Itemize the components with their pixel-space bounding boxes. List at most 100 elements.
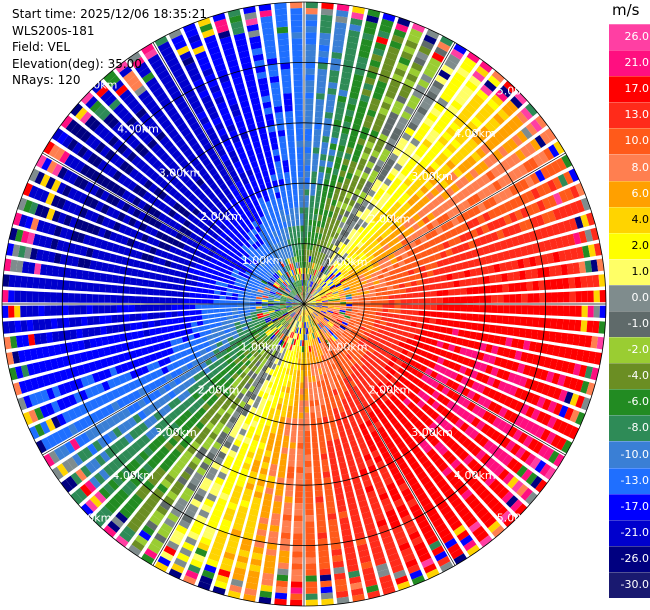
gate-cell — [443, 422, 454, 433]
gate-cell — [347, 279, 354, 285]
gate-cell — [40, 389, 50, 402]
gate-cell — [45, 418, 56, 432]
gate-cell — [189, 298, 196, 304]
gate-cell — [441, 434, 452, 445]
gate-cell — [262, 311, 269, 315]
gate-cell — [508, 249, 517, 259]
gate-cell — [316, 277, 321, 284]
gate-cell — [249, 470, 258, 479]
gate-cell — [457, 89, 470, 102]
gate-cell — [269, 388, 276, 396]
gate-cell — [593, 243, 602, 256]
gate-cell — [458, 365, 468, 375]
gate-cell — [304, 171, 311, 178]
gate-cell — [190, 440, 201, 450]
gate-cell — [460, 313, 467, 321]
gate-cell — [457, 271, 465, 279]
gate-cell — [508, 385, 518, 397]
gate-cell — [377, 353, 385, 361]
gate-cell — [28, 393, 39, 407]
gate-cell — [153, 281, 161, 288]
gate-cell — [173, 480, 185, 491]
gate-cell — [524, 328, 533, 339]
gate-cell — [389, 558, 402, 568]
gate-cell — [502, 472, 515, 485]
gate-cell — [292, 306, 299, 309]
gate-cell — [361, 334, 369, 340]
gate-cell — [339, 325, 346, 331]
gate-cell — [295, 491, 303, 498]
gate-cell — [334, 394, 341, 402]
gate-cell — [353, 450, 362, 459]
gate-cell — [322, 135, 330, 143]
gate-cell — [84, 181, 94, 193]
gate-cell — [163, 517, 176, 529]
gate-cell — [503, 383, 513, 394]
gate-cell — [353, 255, 361, 262]
gate-cell — [269, 313, 276, 317]
gate-cell — [291, 332, 295, 339]
gate-cell — [218, 330, 225, 336]
gate-cell — [144, 337, 153, 346]
gate-cell — [515, 293, 522, 303]
gate-cell — [305, 533, 315, 540]
gate-cell — [388, 368, 397, 376]
gate-cell — [570, 247, 579, 260]
gate-cell — [315, 195, 321, 203]
gate-cell — [229, 584, 242, 594]
gate-cell — [147, 280, 155, 288]
gate-cell — [319, 259, 324, 266]
gate-cell — [329, 530, 340, 539]
gate-cell — [532, 441, 544, 454]
gate-cell — [212, 541, 225, 551]
gate-cell — [445, 220, 455, 230]
gate-cell — [171, 464, 183, 475]
gate-cell — [328, 282, 335, 288]
gate-cell — [74, 305, 81, 315]
gate-cell — [265, 329, 271, 335]
gate-cell — [336, 181, 343, 189]
gate-cell — [309, 281, 313, 287]
gate-cell — [159, 289, 166, 296]
gate-cell — [507, 225, 517, 236]
gate-cell — [456, 406, 466, 417]
gate-cell — [311, 275, 315, 282]
gate-cell — [36, 219, 45, 233]
gate-cell — [357, 312, 364, 317]
gate-cell — [336, 419, 343, 427]
gate-cell — [347, 502, 358, 511]
gate-cell — [63, 330, 72, 341]
gate-cell — [558, 389, 568, 402]
gate-cell — [422, 358, 431, 367]
gate-cell — [284, 342, 289, 349]
gate-cell — [330, 370, 336, 378]
gate-cell — [255, 353, 262, 361]
gate-cell — [564, 249, 573, 261]
gate-cell — [326, 311, 333, 315]
gate-cell — [125, 480, 138, 492]
gate-cell — [65, 255, 74, 266]
gate-cell — [344, 347, 351, 354]
gate-cell — [386, 187, 395, 196]
gate-cell — [189, 261, 197, 268]
gate-cell — [364, 361, 371, 368]
gate-cell — [149, 328, 157, 336]
gate-cell — [534, 426, 546, 439]
gate-cell — [51, 163, 63, 177]
gate-cell — [296, 376, 300, 383]
gate-cell — [522, 232, 532, 244]
gate-cell — [157, 241, 166, 249]
gate-cell — [412, 377, 421, 385]
gate-cell — [389, 40, 402, 50]
gate-cell — [454, 179, 465, 190]
gate-cell — [149, 272, 157, 280]
gate-cell — [475, 449, 487, 461]
gate-cell — [352, 355, 360, 362]
gate-cell — [343, 330, 350, 336]
gate-cell — [312, 275, 317, 282]
gate-cell — [352, 593, 365, 602]
gate-cell — [510, 96, 523, 109]
gate-cell — [238, 505, 249, 514]
gate-cell — [310, 357, 314, 364]
gate-cell — [334, 572, 346, 581]
